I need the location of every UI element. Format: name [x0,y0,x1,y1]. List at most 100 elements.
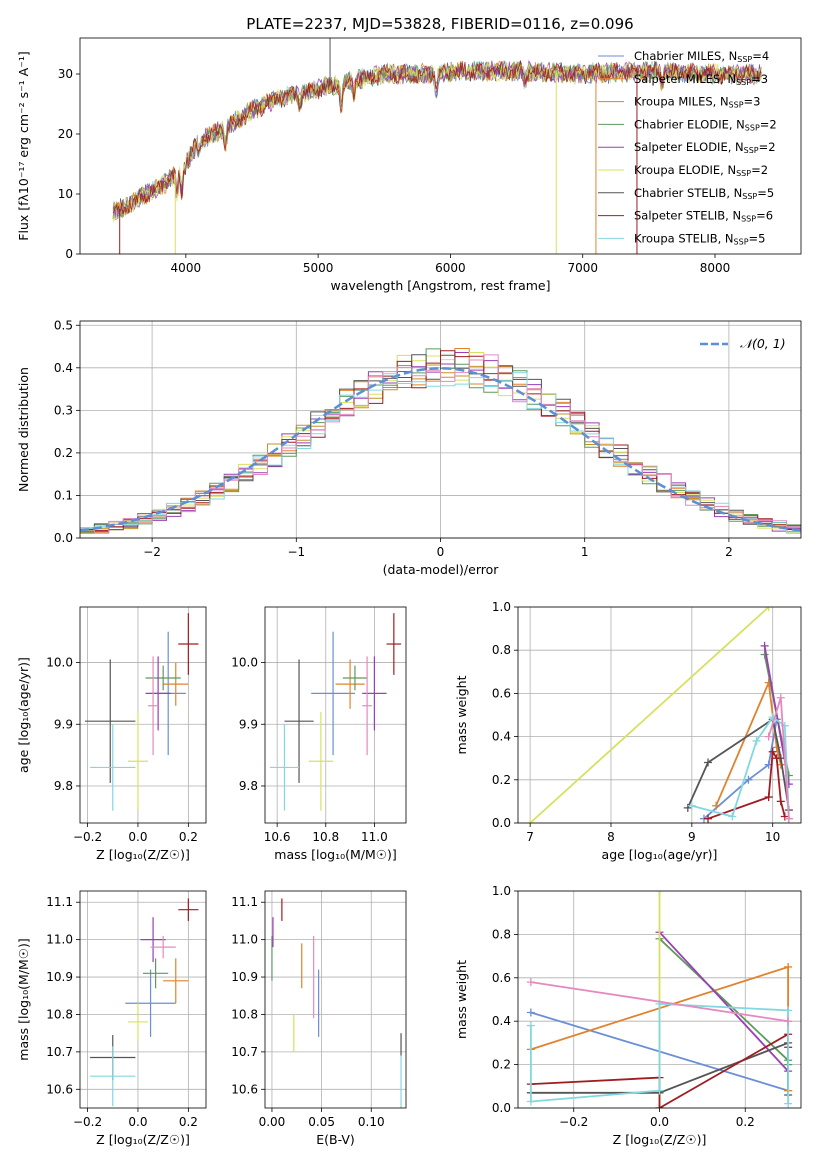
y-tick-label: 11.1 [231,895,258,909]
weight-marker [752,736,761,745]
legend-suffix: =2 [759,140,776,154]
y-tick-label: 11.1 [46,895,73,909]
spectrum-series-line [112,60,762,214]
error-bar-point [362,656,387,731]
legend-suffix: =3 [744,95,761,109]
histogram-panel: −2 −1 0 1 2 0.0 0.1 0.2 0.3 0.4 0.5 (data-model)/er… [16,318,802,577]
weight-series [704,747,789,823]
legend-label: Chabrier STELIB, N [634,186,742,200]
weight-series [764,693,793,823]
y-tick-label: 1.0 [492,884,511,898]
error-bar-point [145,665,181,691]
error-bar-point [163,662,189,706]
histogram-plot-area [80,348,801,538]
error-bar-point [127,711,149,811]
weight-marker [768,747,777,756]
weight-marker [764,607,773,611]
x-tick-label: 11.0 [361,830,388,844]
legend-subscript: SSP [745,123,760,132]
weight-series-line [691,715,790,819]
y-tick-label: 9.8 [54,779,73,793]
x-tick-label: 7000 [567,261,598,275]
legend-suffix: =2 [751,163,768,177]
y-axis-label: mass [log₁₀(M/M☉)] [16,938,31,1060]
weight-marker [744,775,753,784]
x-axis-label: mass [log₁₀(M/M☉)] [274,847,396,862]
error-bar-point [308,711,334,811]
legend-entry: Salpeter STELIB, NSSP=6 [634,209,773,224]
legend-suffix: =5 [757,186,774,200]
y-axis-label: Flux [fλ10⁻¹⁷ erg cm⁻² s⁻¹ A⁻¹] [16,51,31,240]
y-tick-label: 0.0 [54,531,73,545]
weight-marker [526,819,535,823]
y-tick-label: 10.7 [231,1045,258,1059]
x-tick-label: −0.2 [73,1115,102,1129]
weight-marker [760,641,769,650]
y-tick-label: 0.3 [54,403,73,417]
error-bar-point [90,1046,136,1107]
y-tick-label: 0.5 [54,318,73,332]
x-tick-label: −0.2 [559,1115,588,1129]
y-tick-label: 0 [65,247,73,261]
legend-suffix: =3 [751,72,768,86]
weight-marker [760,650,769,659]
y-tick-label: 0.0 [492,1101,511,1115]
y-tick-label: 0.8 [492,927,511,941]
legend-label: Chabrier MILES, N [634,49,737,63]
y-tick-label: 30 [58,67,73,81]
x-tick-label: −2 [143,545,161,559]
y-tick-label: 10 [58,187,73,201]
error-bar-point [140,917,166,963]
y-tick-label: 0.0 [492,816,511,830]
axes-frame [79,320,802,539]
y-tick-label: 20 [58,127,73,141]
axes-frame [79,37,802,255]
weight-marker [764,793,773,802]
weight-marker [784,1017,793,1026]
axes-frame [517,606,802,824]
y-axis-label: mass weight [454,675,469,754]
ebv-mass-plot-area [271,898,402,1108]
axes-frame [264,890,407,1109]
ebv-mass-panel: 0.00 0.05 0.10 10.6 10.7 10.8 10.9 11.0 11.1 E(B-… [231,890,407,1147]
y-tick-label: 9.8 [239,779,258,793]
y-tick-label: 9.9 [54,717,73,731]
x-tick-label: 0.10 [358,1115,385,1129]
weight-series-line [529,607,770,823]
y-tick-label: 11.0 [231,933,258,947]
weight-marker [784,1006,793,1015]
error-bar-point [90,724,136,811]
y-tick-label: 0.4 [492,1014,511,1028]
y-tick-label: 0.2 [492,773,511,787]
z-mass-plot-area [90,898,199,1107]
weight-marker [776,797,785,806]
z-weight-plot-area [526,891,793,1108]
legend-suffix: =6 [756,209,773,223]
weight-marker [655,891,664,895]
error-bar-point [269,724,300,811]
legend-subscript: SSP [741,215,756,224]
x-axis-label: E(B-V) [316,1132,355,1147]
x-tick-label: 0 [437,545,445,559]
y-tick-label: 0.4 [54,361,73,375]
legend-entry: Chabrier ELODIE, NSSP=2 [634,117,777,132]
x-tick-label: 0.05 [308,1115,335,1129]
error-bar-point [178,898,199,921]
legend-label: Salpeter STELIB, N [634,209,741,223]
weight-series [526,607,773,823]
y-tick-label: 10.0 [231,656,258,670]
y-tick-label: 10.8 [46,1007,73,1021]
error-bar-point [311,631,355,756]
legend-entry: 𝒩(0, 1) [740,336,786,351]
legend-entry: Kroupa ELODIE, NSSP=2 [634,163,768,178]
y-axis-label: Normed distribution [16,367,31,492]
gaussian-curve [80,367,801,532]
x-axis-label: Z [log₁₀(Z/Z☉)] [96,1132,190,1147]
y-tick-label: 1.0 [492,600,511,614]
error-bar-point [362,656,372,756]
x-tick-label: 0.00 [259,1115,286,1129]
y-tick-label: 0.1 [54,488,73,502]
x-tick-label: 10 [765,830,780,844]
